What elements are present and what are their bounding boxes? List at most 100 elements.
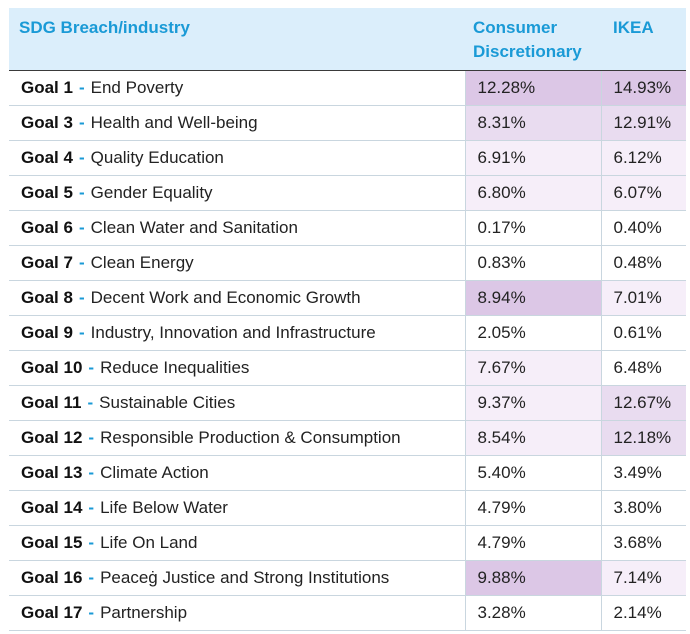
goal-cell: Goal 3- Health and Well-being <box>9 105 465 141</box>
ikea-value: 12.91% <box>600 105 686 141</box>
goal-name: Gender Equality <box>90 183 213 202</box>
consumer-discretionary-value: 12.28% <box>464 70 601 106</box>
table-row: Goal 12- Responsible Production & Consump… <box>9 420 686 456</box>
consumer-discretionary-value: 3.28% <box>464 595 601 631</box>
sdg-table-container: SDG Breach/industry Consumer Discretiona… <box>9 8 686 631</box>
ikea-value: 2.14% <box>600 595 686 631</box>
goal-cell: Goal 13- Climate Action <box>9 455 465 491</box>
goal-number: Goal 3 <box>21 113 73 132</box>
ikea-value: 3.49% <box>600 455 686 491</box>
header-ikea: IKEA <box>601 8 686 71</box>
goal-number: Goal 12 <box>21 428 83 447</box>
table-row: Goal 13- Climate Action 5.40% 3.49% <box>9 455 686 491</box>
consumer-discretionary-value: 9.37% <box>464 385 601 421</box>
goal-cell: Goal 10- Reduce Inequalities <box>9 350 465 386</box>
consumer-discretionary-value: 0.17% <box>464 210 601 246</box>
goal-name: Life On Land <box>100 533 198 552</box>
consumer-discretionary-value: 7.67% <box>464 350 601 386</box>
consumer-discretionary-value: 8.94% <box>464 280 601 316</box>
goal-number: Goal 7 <box>21 253 73 272</box>
goal-separator: - <box>78 218 85 237</box>
table-row: Goal 4- Quality Education 6.91% 6.12% <box>9 140 686 176</box>
goal-separator: - <box>87 393 94 412</box>
goal-cell: Goal 14- Life Below Water <box>9 490 465 526</box>
table-row: Goal 14- Life Below Water 4.79% 3.80% <box>9 490 686 526</box>
goal-name: Clean Water and Sanitation <box>90 218 298 237</box>
goal-cell: Goal 9- Industry, Innovation and Infrastr… <box>9 315 465 351</box>
ikea-value: 14.93% <box>600 70 686 106</box>
goal-cell: Goal 7- Clean Energy <box>9 245 465 281</box>
goal-separator: - <box>78 288 85 307</box>
goal-number: Goal 1 <box>21 78 73 97</box>
ikea-value: 7.01% <box>600 280 686 316</box>
consumer-discretionary-value: 2.05% <box>464 315 601 351</box>
consumer-discretionary-value: 8.54% <box>464 420 601 456</box>
ikea-value: 6.48% <box>600 350 686 386</box>
ikea-value: 12.18% <box>600 420 686 456</box>
sdg-breach-table: SDG Breach/industry Consumer Discretiona… <box>9 8 686 631</box>
ikea-value: 7.14% <box>600 560 686 596</box>
table-body: Goal 1- End Poverty 12.28% 14.93% Goal 3- Hea… <box>9 70 686 631</box>
table-row: Goal 17- Partnership 3.28% 2.14% <box>9 595 686 631</box>
consumer-discretionary-value: 8.31% <box>464 105 601 141</box>
goal-number: Goal 17 <box>21 603 83 622</box>
goal-separator: - <box>88 463 95 482</box>
consumer-discretionary-value: 6.80% <box>464 175 601 211</box>
ikea-value: 12.67% <box>600 385 686 421</box>
ikea-value: 6.07% <box>600 175 686 211</box>
ikea-value: 3.80% <box>600 490 686 526</box>
goal-name: Partnership <box>100 603 188 622</box>
ikea-value: 3.68% <box>600 525 686 561</box>
ikea-value: 0.61% <box>600 315 686 351</box>
consumer-discretionary-value: 9.88% <box>464 560 601 596</box>
goal-cell: Goal 17- Partnership <box>9 595 465 631</box>
goal-cell: Goal 6- Clean Water and Sanitation <box>9 210 465 246</box>
consumer-discretionary-value: 5.40% <box>464 455 601 491</box>
goal-name: Peaceġ Justice and Strong Institutions <box>100 568 390 587</box>
table-row: Goal 3- Health and Well-being 8.31% 12.91% <box>9 105 686 141</box>
goal-separator: - <box>88 603 95 622</box>
table-row: Goal 6- Clean Water and Sanitation 0.17% 0.… <box>9 210 686 246</box>
table-row: Goal 7- Clean Energy 0.83% 0.48% <box>9 245 686 281</box>
goal-cell: Goal 4- Quality Education <box>9 140 465 176</box>
goal-cell: Goal 1- End Poverty <box>9 70 465 106</box>
goal-separator: - <box>88 498 95 517</box>
goal-cell: Goal 11- Sustainable Cities <box>9 385 465 421</box>
goal-name: Industry, Innovation and Infrastructure <box>90 323 376 342</box>
goal-separator: - <box>88 358 95 377</box>
goal-number: Goal 15 <box>21 533 83 552</box>
goal-name: Life Below Water <box>100 498 228 517</box>
goal-name: Climate Action <box>100 463 209 482</box>
ikea-value: 0.40% <box>600 210 686 246</box>
goal-separator: - <box>78 113 85 132</box>
goal-number: Goal 13 <box>21 463 83 482</box>
goal-number: Goal 9 <box>21 323 73 342</box>
goal-name: Responsible Production & Consumption <box>100 428 401 447</box>
table-row: Goal 16- Peaceġ Justice and Strong Instit… <box>9 560 686 596</box>
goal-name: Sustainable Cities <box>99 393 236 412</box>
header-sdg-breach: SDG Breach/industry <box>9 8 465 71</box>
goal-number: Goal 11 <box>21 393 82 412</box>
goal-separator: - <box>78 323 85 342</box>
goal-cell: Goal 15- Life On Land <box>9 525 465 561</box>
goal-number: Goal 5 <box>21 183 73 202</box>
goal-number: Goal 6 <box>21 218 73 237</box>
goal-name: Decent Work and Economic Growth <box>90 288 361 307</box>
consumer-discretionary-value: 0.83% <box>464 245 601 281</box>
table-row: Goal 8- Decent Work and Economic Growth 8.… <box>9 280 686 316</box>
header-consumer-discretionary: Consumer Discretionary <box>465 8 601 71</box>
goal-name: Quality Education <box>90 148 224 167</box>
goal-cell: Goal 12- Responsible Production & Consump… <box>9 420 465 456</box>
goal-separator: - <box>78 148 85 167</box>
goal-name: End Poverty <box>90 78 184 97</box>
goal-number: Goal 8 <box>21 288 73 307</box>
goal-separator: - <box>78 183 85 202</box>
consumer-discretionary-value: 4.79% <box>464 525 601 561</box>
consumer-discretionary-value: 6.91% <box>464 140 601 176</box>
goal-separator: - <box>88 428 95 447</box>
ikea-value: 6.12% <box>600 140 686 176</box>
goal-cell: Goal 16- Peaceġ Justice and Strong Instit… <box>9 560 465 596</box>
goal-cell: Goal 5- Gender Equality <box>9 175 465 211</box>
header-row: SDG Breach/industry Consumer Discretiona… <box>9 8 686 71</box>
goal-separator: - <box>78 253 85 272</box>
